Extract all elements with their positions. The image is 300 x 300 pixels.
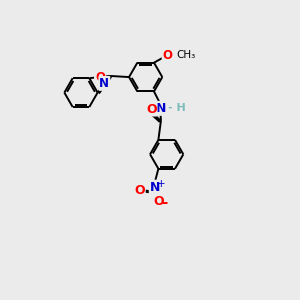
Text: O: O: [146, 103, 157, 116]
Text: O: O: [134, 184, 145, 197]
Text: N: N: [155, 102, 166, 115]
Text: CH₃: CH₃: [176, 50, 196, 60]
Text: O: O: [163, 50, 172, 62]
Text: O: O: [95, 70, 105, 83]
Text: -: -: [161, 195, 167, 210]
Text: +: +: [157, 179, 165, 189]
Text: N: N: [150, 181, 160, 194]
Text: O: O: [154, 195, 164, 208]
Text: N: N: [99, 77, 110, 90]
Text: - H: - H: [168, 103, 186, 113]
